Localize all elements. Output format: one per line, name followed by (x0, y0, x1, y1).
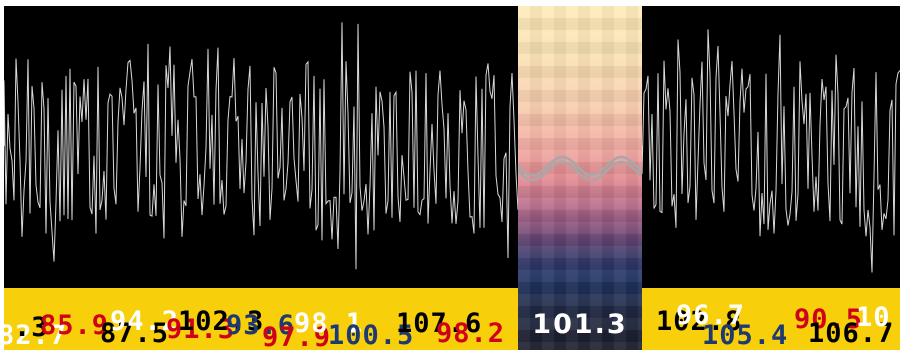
current-frequency-readout: 101.3 (532, 309, 628, 340)
noise-waveform-right (642, 29, 900, 273)
static-noise-scope-right (642, 6, 900, 288)
dial-frequency-label: 87.5 (100, 318, 170, 349)
radio-tuner[interactable]: 82.7.3 85.9 87.5 94.2 91.3 102.3 93.6 97.9 98.1 1… (4, 6, 900, 350)
static-noise-scope-left (4, 6, 518, 288)
noise-trace-right (642, 29, 900, 273)
dial-frequency-label: 82.7 (4, 320, 68, 350)
dial-frequency-label: .3 (14, 312, 49, 343)
tuning-window[interactable]: 101.3 (518, 6, 642, 350)
dial-frequency-label: 105.4 (702, 320, 789, 350)
noise-trace-left (4, 22, 518, 270)
dial-frequency-label: 106.7 (808, 318, 895, 349)
dial-frequency-label: 97.9 (262, 322, 332, 350)
dial-frequency-label: 107.6 (396, 308, 483, 339)
dial-frequency-label: 10 (856, 302, 891, 333)
signal-trace-1 (518, 155, 642, 177)
frequency-dial-band[interactable]: 82.7.3 85.9 87.5 94.2 91.3 102.3 93.6 97.9 98.1 1… (4, 288, 900, 350)
dial-frequency-label: 102.8 (656, 306, 743, 337)
dial-frequency-label: 98.1 (294, 308, 364, 339)
dial-frequency-label: 90.5 (794, 304, 864, 335)
dial-frequency-label: 100.5 (328, 320, 415, 350)
tuned-signal-waveform (518, 155, 642, 182)
noise-waveform-left (4, 22, 518, 270)
dial-frequency-label: 94.2 (110, 306, 180, 337)
signal-trace-2 (518, 160, 642, 182)
dial-frequency-label: 91.3 (166, 314, 236, 345)
dial-frequency-label: 85.9 (40, 310, 110, 341)
dial-frequency-label: 96.7 (676, 300, 746, 331)
dial-frequency-label: 93.6 (226, 310, 296, 341)
dial-frequency-label: 98.2 (436, 318, 506, 349)
dial-frequency-label: 102.3 (178, 306, 265, 337)
